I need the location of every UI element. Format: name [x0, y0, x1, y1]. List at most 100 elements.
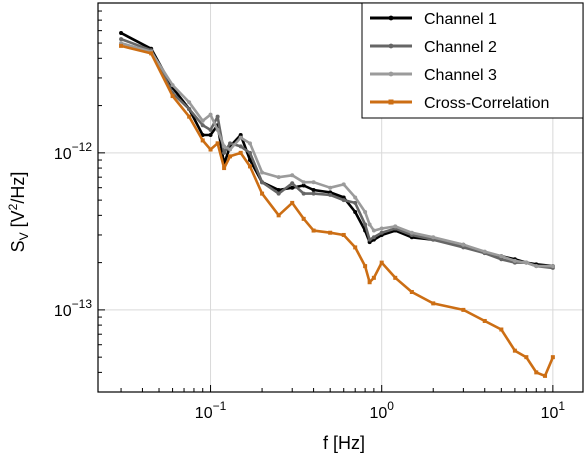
- data-point: [290, 181, 295, 186]
- data-point: [363, 222, 368, 227]
- data-point: [367, 280, 372, 285]
- data-point: [379, 260, 384, 265]
- data-point: [461, 307, 466, 312]
- data-point: [208, 127, 213, 132]
- legend-label-cross-correlation: Cross-Correlation: [424, 95, 549, 112]
- data-point: [371, 235, 376, 240]
- data-point: [276, 175, 281, 180]
- data-point: [260, 180, 265, 185]
- data-point: [200, 118, 205, 123]
- data-point: [328, 185, 333, 190]
- ticks: 10−1 100 101 10−13 10−12: [54, 2, 565, 422]
- series-layer: [119, 30, 555, 378]
- data-point: [170, 83, 175, 88]
- y-tick-label: 10−12: [54, 140, 92, 163]
- data-point: [311, 188, 316, 193]
- data-point: [301, 183, 306, 188]
- data-point: [311, 228, 316, 233]
- data-point: [187, 114, 192, 119]
- series-channel-2: [119, 37, 555, 270]
- x-tick-label: 10−1: [195, 399, 227, 422]
- data-point: [170, 94, 175, 99]
- data-point: [247, 141, 252, 146]
- data-point: [461, 242, 466, 247]
- data-point: [409, 230, 414, 235]
- data-point: [200, 132, 205, 137]
- data-point: [431, 235, 436, 240]
- data-point: [119, 43, 124, 48]
- data-point: [238, 144, 243, 149]
- legend-entry-channel-1: Channel 1: [370, 11, 497, 28]
- data-point: [311, 180, 316, 185]
- data-point: [187, 100, 192, 105]
- data-point: [222, 150, 227, 155]
- data-point: [534, 370, 539, 375]
- data-point: [311, 191, 316, 196]
- data-point: [367, 222, 372, 227]
- data-point: [328, 230, 333, 235]
- legend-box: [361, 2, 584, 119]
- data-point: [367, 237, 372, 242]
- series-cross-correlation: [119, 43, 555, 378]
- data-point: [353, 210, 358, 215]
- data-point: [393, 275, 398, 280]
- legend-marker-channel-1: [388, 15, 394, 21]
- data-point: [290, 185, 295, 190]
- data-point: [260, 191, 265, 196]
- data-point: [222, 166, 227, 171]
- data-point: [363, 210, 368, 215]
- data-point: [238, 150, 243, 155]
- data-point: [499, 254, 504, 259]
- legend-marker-channel-2: [388, 43, 394, 49]
- data-point: [301, 216, 306, 221]
- data-point: [247, 164, 252, 169]
- data-point: [371, 228, 376, 233]
- data-point: [482, 318, 487, 323]
- data-point: [379, 230, 384, 235]
- legend-entry-channel-2: Channel 2: [370, 39, 497, 56]
- y-axis-label: SV [V2/Hz]: [6, 172, 31, 253]
- data-point: [543, 373, 548, 378]
- data-point: [222, 144, 227, 149]
- data-point: [550, 264, 555, 269]
- data-point: [301, 191, 306, 196]
- data-point: [290, 173, 295, 178]
- data-point: [371, 275, 376, 280]
- data-point: [353, 200, 358, 205]
- data-point: [215, 127, 220, 132]
- data-point: [228, 141, 233, 146]
- legend: Channel 1 Channel 2 Channel 3 Cross-Corr…: [361, 2, 584, 119]
- legend-marker-channel-3: [388, 71, 394, 77]
- legend-label-channel-3: Channel 3: [424, 67, 497, 84]
- data-point: [524, 260, 529, 265]
- data-point: [328, 192, 333, 197]
- data-point: [187, 107, 192, 112]
- legend-label-channel-2: Channel 2: [424, 39, 497, 56]
- legend-label-channel-1: Channel 1: [424, 11, 497, 28]
- data-point: [534, 264, 539, 269]
- data-point: [200, 138, 205, 143]
- data-point: [379, 226, 384, 231]
- data-point: [512, 348, 517, 353]
- plot-frame: [97, 2, 584, 393]
- data-point: [276, 213, 281, 218]
- data-point: [393, 224, 398, 229]
- data-point: [200, 123, 205, 128]
- y-tick-label: 10−13: [54, 297, 92, 320]
- data-point: [247, 158, 252, 163]
- data-point: [353, 195, 358, 200]
- data-point: [276, 191, 281, 196]
- data-point: [208, 132, 213, 137]
- data-point: [499, 327, 504, 332]
- data-point: [341, 182, 346, 187]
- data-point: [363, 264, 368, 269]
- data-point: [290, 200, 295, 205]
- legend-entry-channel-3: Channel 3: [370, 67, 497, 84]
- data-point: [208, 147, 213, 152]
- data-point: [260, 170, 265, 175]
- legend-entry-cross-correlation: Cross-Correlation: [370, 95, 549, 112]
- data-point: [228, 147, 233, 152]
- data-point: [228, 154, 233, 159]
- data-point: [276, 188, 281, 193]
- data-point: [119, 37, 124, 42]
